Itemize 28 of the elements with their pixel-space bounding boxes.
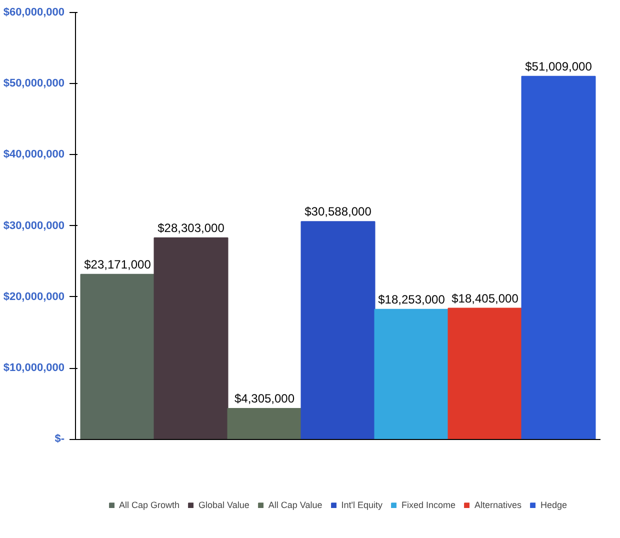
data-label: $18,253,000 <box>378 292 446 306</box>
y-tick-label: $60,000,000 <box>3 6 64 18</box>
bar <box>227 408 302 440</box>
y-tick-label: $20,000,000 <box>3 290 64 303</box>
legend-label: Hedge <box>540 500 568 510</box>
data-label: $28,303,000 <box>158 220 225 235</box>
data-label: $4,305,000 <box>234 392 295 406</box>
bar <box>80 274 155 440</box>
legend-label: All Cap Value <box>268 500 322 510</box>
legend-label: Alternatives <box>474 500 522 510</box>
legend-label: Global Value <box>198 500 250 510</box>
bar <box>374 308 449 440</box>
y-tick-label: $30,000,000 <box>3 220 64 232</box>
data-label: $30,588,000 <box>304 204 372 219</box>
bar <box>154 237 228 440</box>
data-label: $23,171,000 <box>84 257 152 272</box>
legend-label: All Cap Growth <box>118 500 180 510</box>
bar <box>448 308 522 440</box>
data-label: $18,405,000 <box>452 291 519 306</box>
y-tick-label: $10,000,000 <box>3 362 64 374</box>
y-tick-label: $50,000,000 <box>3 78 64 90</box>
bar <box>521 76 596 440</box>
y-tick-label: $- <box>54 433 65 446</box>
bar <box>300 221 376 440</box>
legend-label: Fixed Income <box>401 500 456 510</box>
data-label: $51,009,000 <box>525 59 592 74</box>
y-tick-label: $40,000,000 <box>3 148 64 161</box>
legend-label: Int'l Equity <box>341 500 382 510</box>
